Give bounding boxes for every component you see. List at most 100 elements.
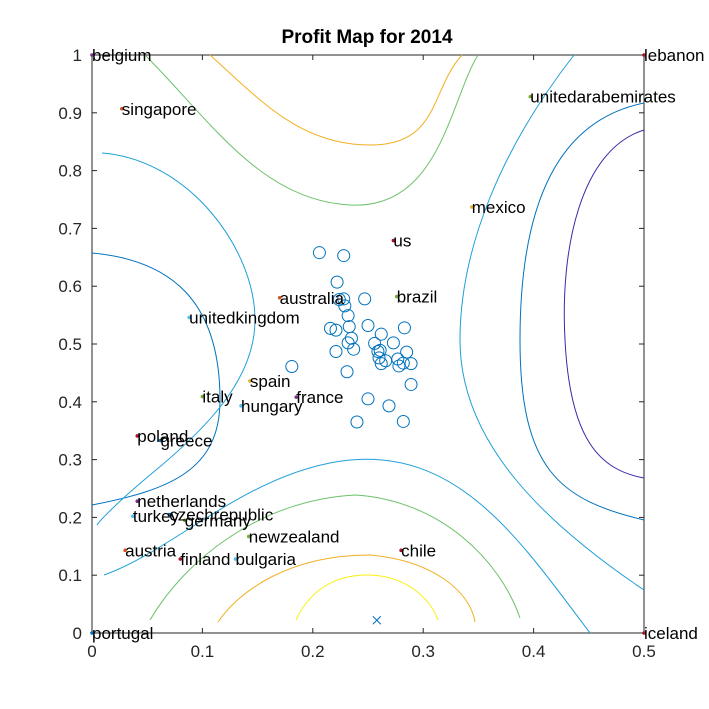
- chart-title: Profit Map for 2014: [281, 27, 452, 48]
- circle-point: [404, 377, 418, 391]
- y-tick-label: 0: [73, 624, 82, 643]
- circle-point: [386, 336, 400, 350]
- country-dot-newzealand: [246, 534, 251, 539]
- circle-point: [285, 360, 299, 374]
- x-tick-label: 0.5: [632, 642, 656, 661]
- cross-marker: [372, 615, 382, 625]
- plot-area: [91, 54, 645, 634]
- y-tick-label: 0.7: [58, 219, 82, 238]
- country-label-france: france: [296, 388, 343, 407]
- label-layer: belgium lebanon singapore unitedarabemirate…: [92, 46, 705, 643]
- contour-line-7: [209, 54, 463, 146]
- circle-point: [347, 342, 361, 356]
- marker-layer: [90, 53, 646, 635]
- country-label-us: us: [393, 232, 411, 251]
- country-dot-italy: [200, 394, 205, 399]
- country-label-singapore: singapore: [122, 100, 197, 119]
- country-dot-spain: [248, 379, 252, 383]
- country-label-finland: finland: [180, 550, 230, 569]
- country-dot-lebanon: [642, 53, 646, 57]
- country-label-newzealand: newzealand: [249, 527, 340, 546]
- country-dot-finland: [178, 557, 183, 561]
- circle-point: [397, 321, 411, 335]
- y-tick-label: 0.8: [58, 162, 82, 181]
- country-label-czechrepublic: czechrepublic: [169, 506, 273, 525]
- circle-point: [338, 299, 352, 313]
- circle-point: [404, 357, 418, 371]
- country-dot-belgium: [90, 53, 94, 57]
- y-tick-label: 0.2: [58, 508, 82, 527]
- circle-point: [350, 415, 364, 429]
- contour-line-1: [563, 129, 645, 479]
- circle-point: [337, 292, 351, 306]
- circle-point: [329, 345, 343, 359]
- country-label-germany: germany: [185, 511, 252, 530]
- country-dot-chile: [399, 548, 403, 553]
- country-label-belgium: belgium: [92, 46, 152, 65]
- contour-line-4: [91, 252, 221, 506]
- circle-point: [382, 399, 396, 413]
- country-dot-france: [294, 395, 299, 399]
- country-dot-singapore: [120, 106, 124, 111]
- country-dot-australia: [277, 295, 282, 300]
- country-dot-austria: [123, 548, 127, 553]
- contour-layer: [91, 54, 645, 634]
- circle-point: [374, 327, 388, 341]
- country-dot-greece: [158, 438, 163, 443]
- tick-layer: 0 0.1 0.2 0.3 0.4 0.5 0 0.1 0.2 0.3 0.4 0.5 0.6 0.7 0.…: [58, 46, 655, 661]
- x-tick-label: 0.1: [191, 642, 215, 661]
- x-tick-label: 0.4: [522, 642, 546, 661]
- circle-point: [361, 392, 375, 406]
- country-label-australia: australia: [280, 289, 345, 308]
- country-label-hungary: hungary: [241, 397, 303, 416]
- country-label-turkey: turkey: [133, 507, 180, 526]
- x-tick-label: 0.2: [301, 642, 325, 661]
- country-label-unitedarabemirates: unitedarabemirates: [530, 88, 676, 107]
- circle-point: [330, 275, 344, 289]
- country-dot-iceland: [642, 631, 646, 635]
- contour-line-8: [103, 458, 591, 634]
- y-tick-label: 0.9: [58, 104, 82, 123]
- y-tick-label: 0.5: [58, 335, 82, 354]
- circle-point: [392, 359, 406, 373]
- country-label-chile: chile: [401, 541, 436, 560]
- circle-point: [396, 414, 410, 428]
- y-tick-label: 0.1: [58, 566, 82, 585]
- country-dot-unitedkingdom: [187, 315, 191, 320]
- country-dot-turkey: [131, 514, 135, 519]
- country-label-italy: italy: [202, 388, 233, 407]
- circle-point: [361, 319, 375, 333]
- circle-point: [312, 246, 326, 260]
- country-label-brazil: brazil: [397, 288, 438, 307]
- country-dot-portugal: [90, 631, 94, 635]
- country-dot-unitedarabemirates: [528, 94, 533, 99]
- x-tick-label: 0: [87, 642, 96, 661]
- country-label-poland: poland: [137, 427, 188, 446]
- circle-point: [337, 249, 351, 263]
- country-dot-bulgaria: [233, 557, 238, 561]
- country-label-unitedkingdom: unitedkingdom: [189, 308, 300, 327]
- country-dot-poland: [135, 434, 140, 438]
- contour-line-2: [519, 102, 645, 521]
- country-dot-czechrepublic: [167, 512, 172, 517]
- country-dot-brazil: [394, 294, 399, 299]
- contour-line-9: [149, 494, 521, 621]
- axes-box: [91, 54, 645, 634]
- y-tick-label: 1: [73, 46, 82, 65]
- country-dot-germany: [182, 518, 187, 523]
- circle-point: [396, 356, 410, 370]
- circle-point: [358, 292, 372, 306]
- contour-line-10: [217, 554, 476, 623]
- circle-point: [329, 323, 343, 337]
- country-label-austria: austria: [125, 541, 177, 560]
- country-label-bulgaria: bulgaria: [236, 550, 297, 569]
- circle-point: [373, 343, 387, 357]
- country-dot-hungary: [239, 404, 243, 408]
- country-label-netherlands: netherlands: [137, 492, 226, 511]
- country-label-lebanon: lebanon: [644, 46, 705, 65]
- circle-point: [372, 351, 386, 365]
- country-label-spain: spain: [250, 372, 291, 391]
- country-dot-netherlands: [135, 499, 140, 504]
- contour-line-6: [144, 54, 479, 206]
